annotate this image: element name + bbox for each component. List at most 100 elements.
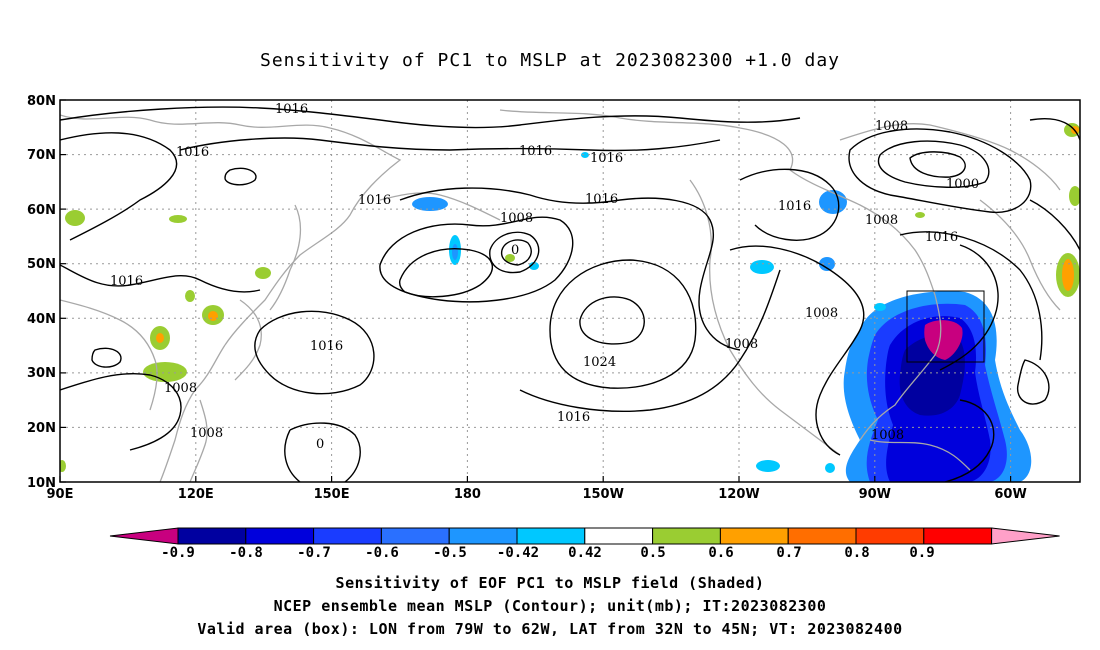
colorbar-label: -0.6 — [365, 545, 399, 561]
orange-patch — [1062, 259, 1074, 291]
contour-label: 1008 — [871, 428, 904, 443]
colorbar-swatch — [855, 527, 925, 545]
colorbar-labels: -0.9 -0.8 -0.7 -0.6 -0.5 -0.42 0.42 0.5 … — [161, 545, 935, 561]
lon-label: 150W — [582, 487, 623, 502]
blue-patch — [452, 244, 458, 260]
contour-label: 1008 — [875, 119, 908, 134]
map-title: Sensitivity of PC1 to MSLP at 2023082300… — [259, 50, 840, 71]
blue-patch — [529, 262, 539, 270]
lon-label: 90W — [859, 487, 891, 502]
contour-label: 1016 — [519, 144, 552, 159]
lon-label: 120E — [178, 487, 214, 502]
green-patch — [255, 267, 271, 279]
contour-label: 1008 — [190, 426, 223, 441]
colorbar-swatch — [313, 527, 382, 545]
colorbar-swatch — [380, 527, 450, 545]
blue-patch — [750, 260, 774, 274]
colorbar-swatch — [245, 527, 315, 545]
lon-label: 180 — [454, 487, 481, 502]
lat-label: 80N — [27, 94, 56, 109]
mslp-contours — [60, 106, 1080, 482]
strong-negative-core — [924, 320, 963, 360]
contour-label: 1008 — [865, 213, 898, 228]
plot-frame — [59, 99, 1081, 483]
lat-label: 70N — [27, 148, 56, 163]
contour-label: 1016 — [557, 410, 590, 425]
colorbar-swatch — [787, 527, 857, 545]
lat-label: 30N — [27, 366, 56, 381]
latitude-labels: 80N 70N 60N 50N 40N 30N 20N 10N — [27, 94, 56, 491]
colorbar-label: -0.8 — [229, 545, 263, 561]
lat-label: 50N — [27, 257, 56, 272]
contour-label: 0 — [316, 437, 324, 452]
green-patch — [143, 362, 187, 382]
lon-label: 60W — [994, 487, 1026, 502]
green-patch — [60, 460, 66, 472]
valid-area-box — [906, 290, 985, 363]
blue-patch — [756, 460, 780, 472]
colorbar-end-high — [991, 527, 1060, 545]
colorbar-swatch — [923, 527, 993, 545]
contour-label: 1016 — [110, 274, 143, 289]
colorbar-swatch — [516, 527, 586, 545]
contour-label: 1016 — [310, 339, 343, 354]
grid-lines — [60, 100, 1080, 482]
contour-label: 1000 — [946, 177, 979, 192]
contour-label: 1024 — [583, 355, 616, 370]
lon-label: 90E — [47, 487, 74, 502]
axis-ticks — [59, 99, 1012, 483]
blue-patch — [874, 303, 886, 311]
colorbar-swatch — [448, 527, 518, 545]
contour-label: 1016 — [358, 193, 391, 208]
colorbar-label: 0.8 — [844, 545, 869, 561]
longitude-labels: 90E 120E 150E 180 150W 120W 90W 60W — [47, 487, 1027, 502]
orange-patch — [156, 333, 164, 343]
blue-patch — [819, 190, 847, 214]
lat-label: 60N — [27, 203, 56, 218]
blue-patch — [581, 152, 589, 158]
contour-label: 1008 — [500, 211, 533, 226]
colorbar-swatch — [584, 527, 654, 545]
colorbar-label: -0.9 — [161, 545, 195, 561]
green-patch — [1069, 186, 1080, 206]
colorbar-label: 0.7 — [776, 545, 801, 561]
contour-label: 1016 — [275, 102, 308, 117]
contour-label: 1016 — [176, 145, 209, 160]
orange-patch — [208, 311, 218, 321]
colorbar-label: 0.42 — [568, 545, 602, 561]
lat-label: 20N — [27, 421, 56, 436]
colorbar-label: -0.7 — [297, 545, 331, 561]
colorbar — [109, 527, 1060, 545]
colorbar-label: 0.6 — [708, 545, 733, 561]
contour-label: 1016 — [778, 199, 811, 214]
contour-label: 1016 — [585, 192, 618, 207]
footer-line-2: NCEP ensemble mean MSLP (Contour); unit(… — [273, 597, 827, 615]
contour-label: 0 — [511, 243, 519, 258]
colorbar-label: -0.42 — [497, 545, 539, 561]
colorbar-swatch — [177, 527, 247, 545]
green-patch — [915, 212, 925, 218]
blue-patch — [825, 463, 835, 473]
contour-label-group: 1016 1016 1016 1016 1016 1016 1016 1016 … — [110, 102, 979, 452]
footer-line-1: Sensitivity of EOF PC1 to MSLP field (Sh… — [335, 574, 765, 592]
contour-label: 1008 — [164, 381, 197, 396]
blue-patch — [819, 257, 835, 271]
contour-label: 1016 — [590, 151, 623, 166]
contour-label: 1008 — [805, 306, 838, 321]
colorbar-end-low — [109, 527, 179, 545]
green-patch — [505, 254, 515, 262]
contour-label: 1016 — [925, 230, 958, 245]
colorbar-label: 0.9 — [909, 545, 934, 561]
footer-line-3: Valid area (box): LON from 79W to 62W, L… — [197, 620, 903, 638]
colorbar-swatch — [719, 527, 789, 545]
contour-label: 1008 — [725, 337, 758, 352]
lat-label: 40N — [27, 312, 56, 327]
lat-label: 10N — [27, 476, 56, 491]
coastlines — [60, 109, 1061, 482]
green-patch — [185, 290, 195, 302]
colorbar-label: -0.5 — [433, 545, 467, 561]
lon-label: 120W — [718, 487, 759, 502]
green-patch — [65, 210, 85, 226]
colorbar-label: 0.5 — [640, 545, 665, 561]
